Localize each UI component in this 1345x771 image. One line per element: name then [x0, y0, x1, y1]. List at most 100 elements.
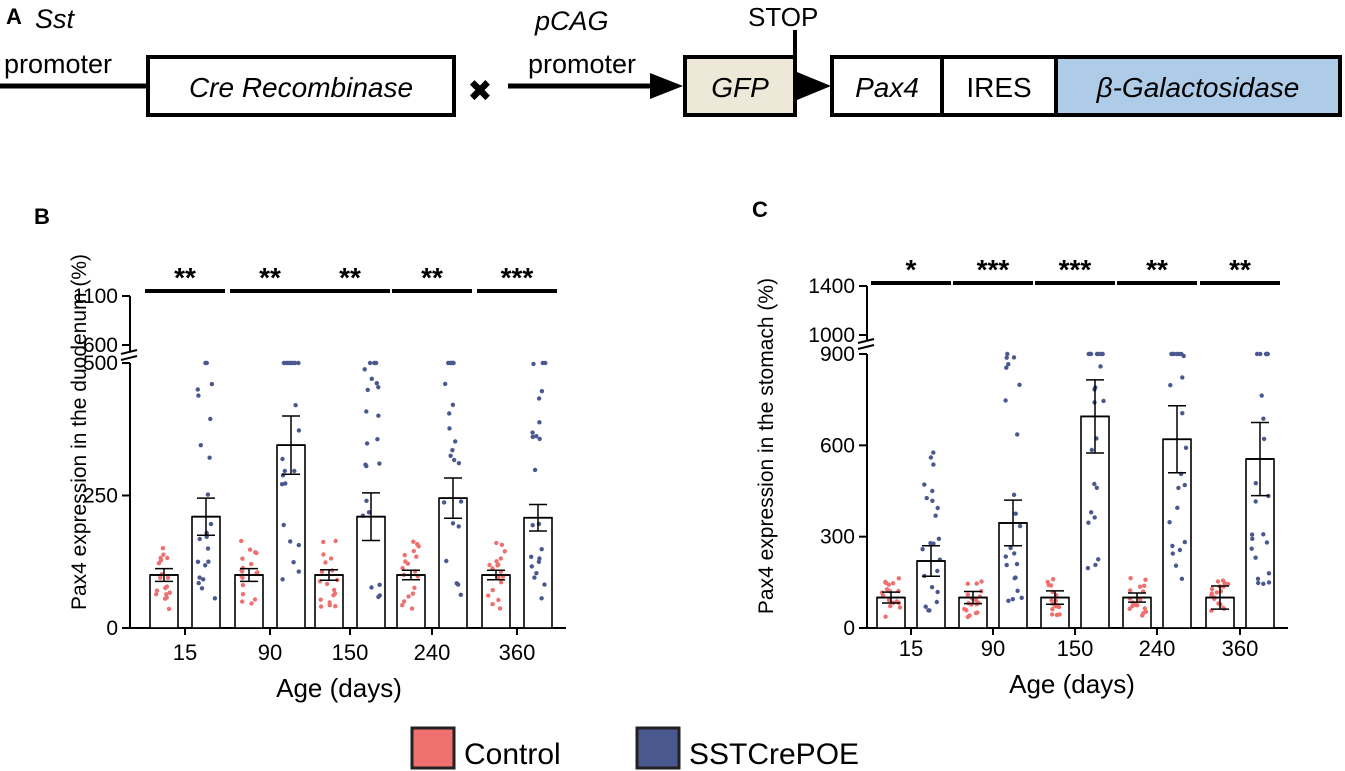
b-data-point — [401, 599, 407, 604]
c-data-point — [965, 592, 970, 597]
c-data-point — [935, 505, 940, 511]
b-data-point — [209, 381, 215, 387]
b-data-point — [409, 606, 415, 611]
b-data-point — [443, 381, 448, 387]
c-data-point — [1015, 588, 1020, 593]
c-data-point — [1258, 351, 1263, 357]
b-data-point — [369, 376, 374, 381]
c-data-point — [1004, 562, 1009, 568]
c-significance-stars: *** — [977, 254, 1010, 285]
b-data-point — [364, 441, 370, 446]
c-data-point — [1250, 536, 1255, 541]
b-data-point — [207, 455, 212, 460]
b-data-point — [240, 575, 245, 580]
c-data-point — [1128, 588, 1133, 593]
b-data-point — [247, 547, 253, 552]
b-data-point — [321, 552, 326, 557]
c-data-point — [1019, 595, 1024, 600]
c-x-tick-label: 360 — [1222, 636, 1259, 661]
c-data-point — [1006, 362, 1011, 367]
b-data-point — [196, 393, 201, 398]
b-data-point — [537, 436, 542, 442]
b-data-point — [444, 558, 449, 564]
b-data-point — [529, 564, 534, 569]
b-data-point — [502, 549, 507, 554]
b-significance-stars: ** — [421, 262, 443, 293]
c-data-point — [1180, 411, 1185, 416]
c-data-point — [1170, 551, 1176, 556]
c-data-point — [1182, 482, 1188, 488]
c-data-point — [933, 513, 938, 518]
b-data-point — [532, 467, 538, 473]
c-data-point — [1265, 351, 1271, 357]
c-x-tick-label: 240 — [1139, 636, 1176, 661]
b-data-point — [441, 500, 447, 505]
c-data-point — [1180, 375, 1185, 380]
b-data-point — [198, 443, 203, 448]
stop-label: STOP — [748, 2, 818, 32]
b-data-point — [240, 599, 245, 604]
b-bar-control — [481, 574, 511, 629]
c-x-tick-label: 15 — [899, 636, 923, 661]
b-data-point — [367, 360, 373, 366]
b-data-point — [377, 582, 382, 587]
pcag-promoter-label: promoter — [528, 49, 636, 79]
c-data-point — [929, 585, 935, 590]
b-data-point — [240, 556, 245, 561]
c-data-point — [1086, 520, 1091, 525]
b-data-point — [377, 461, 382, 466]
c-data-point — [1176, 351, 1182, 357]
b-data-point — [450, 521, 456, 526]
bgal-box-label: β-Galactosidase — [1096, 72, 1300, 103]
b-data-point — [365, 387, 370, 393]
b-significance-stars: ** — [174, 262, 196, 293]
b-data-point — [450, 402, 456, 407]
b-data-point — [499, 542, 505, 547]
c-data-point — [920, 547, 925, 552]
b-bar-sstcrepoe — [438, 497, 468, 629]
b-data-point — [166, 606, 172, 612]
construct-diagram: A Sst promoter Cre Recombinase ✖ pCAG pr… — [0, 2, 1342, 117]
b-data-point — [453, 439, 458, 444]
b-data-point — [539, 389, 545, 394]
c-significance-stars: *** — [1059, 254, 1092, 285]
b-data-point — [405, 561, 411, 566]
c-data-point — [1261, 436, 1267, 442]
legend: Control SSTCrePOE — [410, 726, 859, 771]
c-data-point — [1225, 581, 1231, 587]
b-data-point — [249, 561, 254, 567]
b-data-point — [212, 596, 218, 601]
c-x-axis-label: Age (days) — [1009, 669, 1135, 699]
b-data-point — [447, 426, 452, 431]
b-data-point — [280, 577, 285, 582]
b-data-point — [536, 396, 542, 401]
c-data-point — [1264, 540, 1270, 545]
c-data-point — [1085, 565, 1091, 571]
b-data-point — [494, 540, 499, 546]
c-significance-stars: ** — [1146, 254, 1168, 285]
c-data-point — [928, 541, 933, 546]
b-data-point — [296, 428, 302, 433]
b-data-point — [451, 360, 456, 366]
b-data-point — [406, 594, 411, 599]
b-axis-break-mark — [120, 355, 138, 361]
b-data-point — [363, 462, 368, 467]
c-data-point — [935, 589, 940, 595]
c-data-point — [1253, 555, 1258, 560]
c-data-point — [974, 598, 979, 603]
b-data-point — [402, 552, 407, 558]
c-data-point — [1101, 398, 1106, 404]
b-data-point — [450, 448, 455, 453]
b-data-point — [494, 559, 499, 564]
b-data-point — [447, 411, 452, 416]
c-axis-break-mark — [857, 344, 875, 350]
c-y-tick-label: 600 — [820, 434, 855, 457]
c-data-point — [1266, 571, 1272, 576]
b-data-point — [490, 602, 495, 607]
c-data-point — [926, 608, 931, 613]
ires-box-label: IRES — [966, 72, 1031, 103]
b-data-point — [400, 603, 405, 608]
c-data-point — [1092, 515, 1097, 520]
b-data-point — [414, 554, 419, 559]
